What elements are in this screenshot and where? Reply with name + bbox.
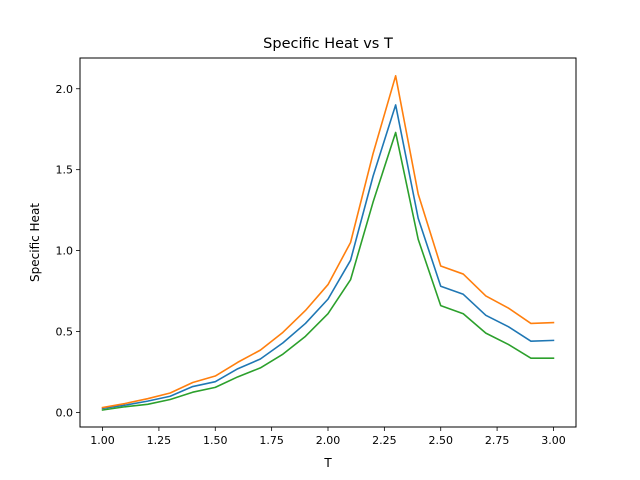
- x-tick-label: 2.75: [485, 434, 510, 447]
- x-tick-label: 1.50: [203, 434, 228, 447]
- chart-title: Specific Heat vs T: [263, 36, 393, 52]
- x-tick-label: 1.25: [147, 434, 172, 447]
- series-layer: [101, 75, 555, 411]
- x-tick-label: 1.00: [90, 434, 115, 447]
- x-axis-ticks: 1.00 1.25 1.50 1.75 2.00 2.25 2.50 2.75 3.00: [90, 427, 566, 447]
- series-line-1: [101, 104, 555, 410]
- y-tick-label: 1.0: [56, 245, 74, 258]
- x-tick-label: 3.00: [541, 434, 566, 447]
- y-tick-label: 0.0: [56, 406, 74, 419]
- y-tick-label: 2.0: [56, 83, 74, 96]
- x-tick-label: 2.00: [316, 434, 341, 447]
- x-tick-label: 2.25: [372, 434, 397, 447]
- x-axis-label: T: [323, 456, 332, 470]
- y-tick-label: 1.5: [56, 164, 74, 177]
- plot-frame: [79, 57, 577, 428]
- y-axis-label: Specific Heat: [28, 203, 42, 282]
- y-axis-ticks: 0.0 0.5 1.0 1.5 2.0: [56, 83, 80, 419]
- x-tick-label: 2.50: [428, 434, 453, 447]
- series-line-3: [101, 131, 555, 411]
- series-line-2: [101, 75, 555, 409]
- y-tick-label: 0.5: [56, 326, 74, 339]
- x-tick-label: 1.75: [259, 434, 284, 447]
